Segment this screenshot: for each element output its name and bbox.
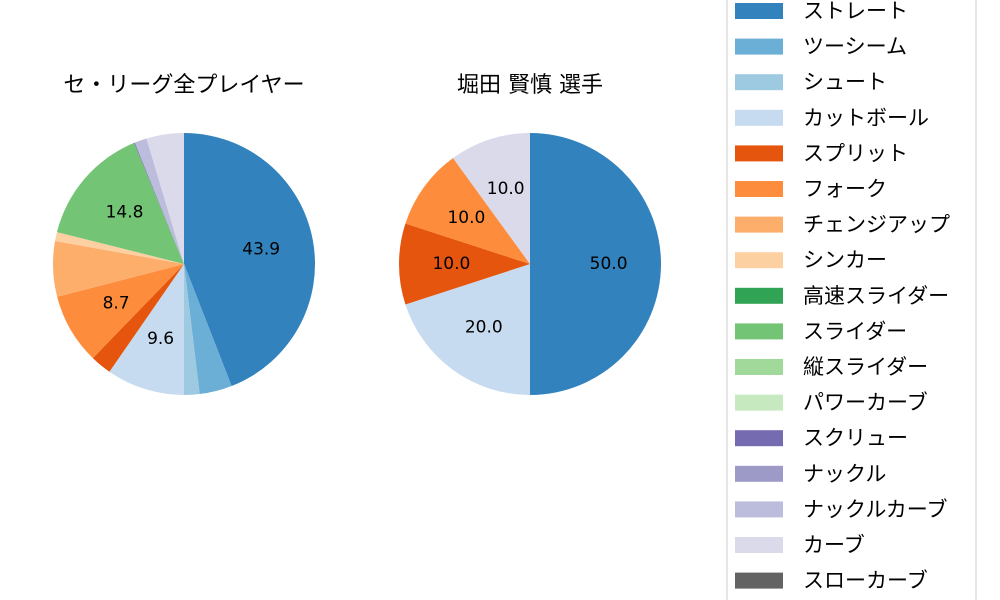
legend-label-13: ナックル <box>803 462 886 486</box>
legend-swatch-4 <box>735 145 783 162</box>
league-pie-slices <box>53 133 315 395</box>
player-slice-0 <box>530 133 661 395</box>
league-slice-5 <box>57 264 184 359</box>
league-slice-2 <box>184 264 200 395</box>
league-slice-label-5: 8.7 <box>103 294 130 314</box>
legend-label-1: ツーシーム <box>803 35 907 59</box>
league-slice-3 <box>109 264 184 395</box>
legend-swatch-7 <box>735 252 783 269</box>
legend-swatch-15 <box>735 537 783 553</box>
league-chart-title: セ・リーグ全プレイヤー <box>63 73 304 98</box>
player-pie-chart: 堀田 賢慎 選手 50.020.010.010.010.0 <box>398 73 661 395</box>
player-slice-label-3: 10.0 <box>447 208 485 228</box>
player-slice-4 <box>453 133 530 264</box>
league-slice-10 <box>134 138 184 264</box>
legend-swatch-10 <box>735 359 783 375</box>
player-slice-2 <box>398 223 530 305</box>
league-slice-7 <box>55 232 184 264</box>
player-chart-title: 堀田 賢慎 選手 <box>457 73 603 98</box>
legend-label-2: シュート <box>803 70 887 94</box>
league-slice-label-8: 14.8 <box>106 203 144 223</box>
league-slice-4 <box>92 264 184 372</box>
legend-swatch-16 <box>735 572 783 589</box>
legend: ストレートツーシームシュートカットボールスプリットフォークチェンジアップシンカー… <box>726 0 977 600</box>
player-pie-labels: 50.020.010.010.010.0 <box>432 179 627 337</box>
legend-label-0: ストレート <box>803 0 908 23</box>
legend-swatch-8 <box>735 287 783 304</box>
legend-swatch-12 <box>735 430 783 447</box>
league-slice-6 <box>53 240 184 297</box>
player-slice-label-1: 20.0 <box>465 318 503 338</box>
player-slice-label-2: 10.0 <box>432 254 470 274</box>
player-slice-label-0: 50.0 <box>590 254 628 274</box>
legend-swatch-13 <box>735 465 783 482</box>
league-slice-0 <box>184 133 315 387</box>
legend-frame <box>726 0 977 600</box>
legend-label-11: パワーカーブ <box>803 391 928 415</box>
player-slice-3 <box>405 158 530 264</box>
league-pie-chart: セ・リーグ全プレイヤー 43.9 9.6 8.7 14.8 <box>53 73 315 395</box>
legend-label-6: チェンジアップ <box>803 213 950 237</box>
legend-label-16: スローカーブ <box>803 569 928 593</box>
league-slice-11 <box>146 133 184 264</box>
legend-swatch-0 <box>735 3 783 19</box>
legend-swatch-9 <box>735 323 783 340</box>
legend-label-3: カットボール <box>803 106 929 130</box>
league-slice-label-3: 9.6 <box>147 329 174 349</box>
league-slice-label-0: 43.9 <box>242 240 280 260</box>
legend-swatch-2 <box>735 74 783 91</box>
legend-label-14: ナックルカーブ <box>803 497 947 521</box>
league-slice-8 <box>56 142 184 264</box>
legend-swatch-5 <box>735 181 783 197</box>
league-pie-labels: 43.9 9.6 8.7 14.8 <box>103 203 281 349</box>
legend-swatch-6 <box>735 216 783 233</box>
legend-label-5: フォーク <box>803 177 887 201</box>
legend-swatch-3 <box>735 109 783 126</box>
legend-label-4: スプリット <box>803 141 908 165</box>
legend-label-15: カーブ <box>803 533 865 557</box>
legend-label-9: スライダー <box>803 319 907 343</box>
legend-swatch-11 <box>735 394 783 411</box>
legend-swatch-1 <box>735 38 783 55</box>
player-slice-1 <box>405 264 530 395</box>
player-pie-slices <box>398 133 661 395</box>
legend-swatch-14 <box>735 501 783 518</box>
legend-label-10: 縦スライダー <box>803 355 928 379</box>
league-slice-1 <box>184 264 232 395</box>
player-slice-label-4: 10.0 <box>487 179 525 199</box>
legend-label-8: 高速スライダー <box>803 284 949 308</box>
legend-label-12: スクリュー <box>803 426 908 450</box>
legend-label-7: シンカー <box>803 248 887 272</box>
league-slice-9 <box>134 142 184 264</box>
